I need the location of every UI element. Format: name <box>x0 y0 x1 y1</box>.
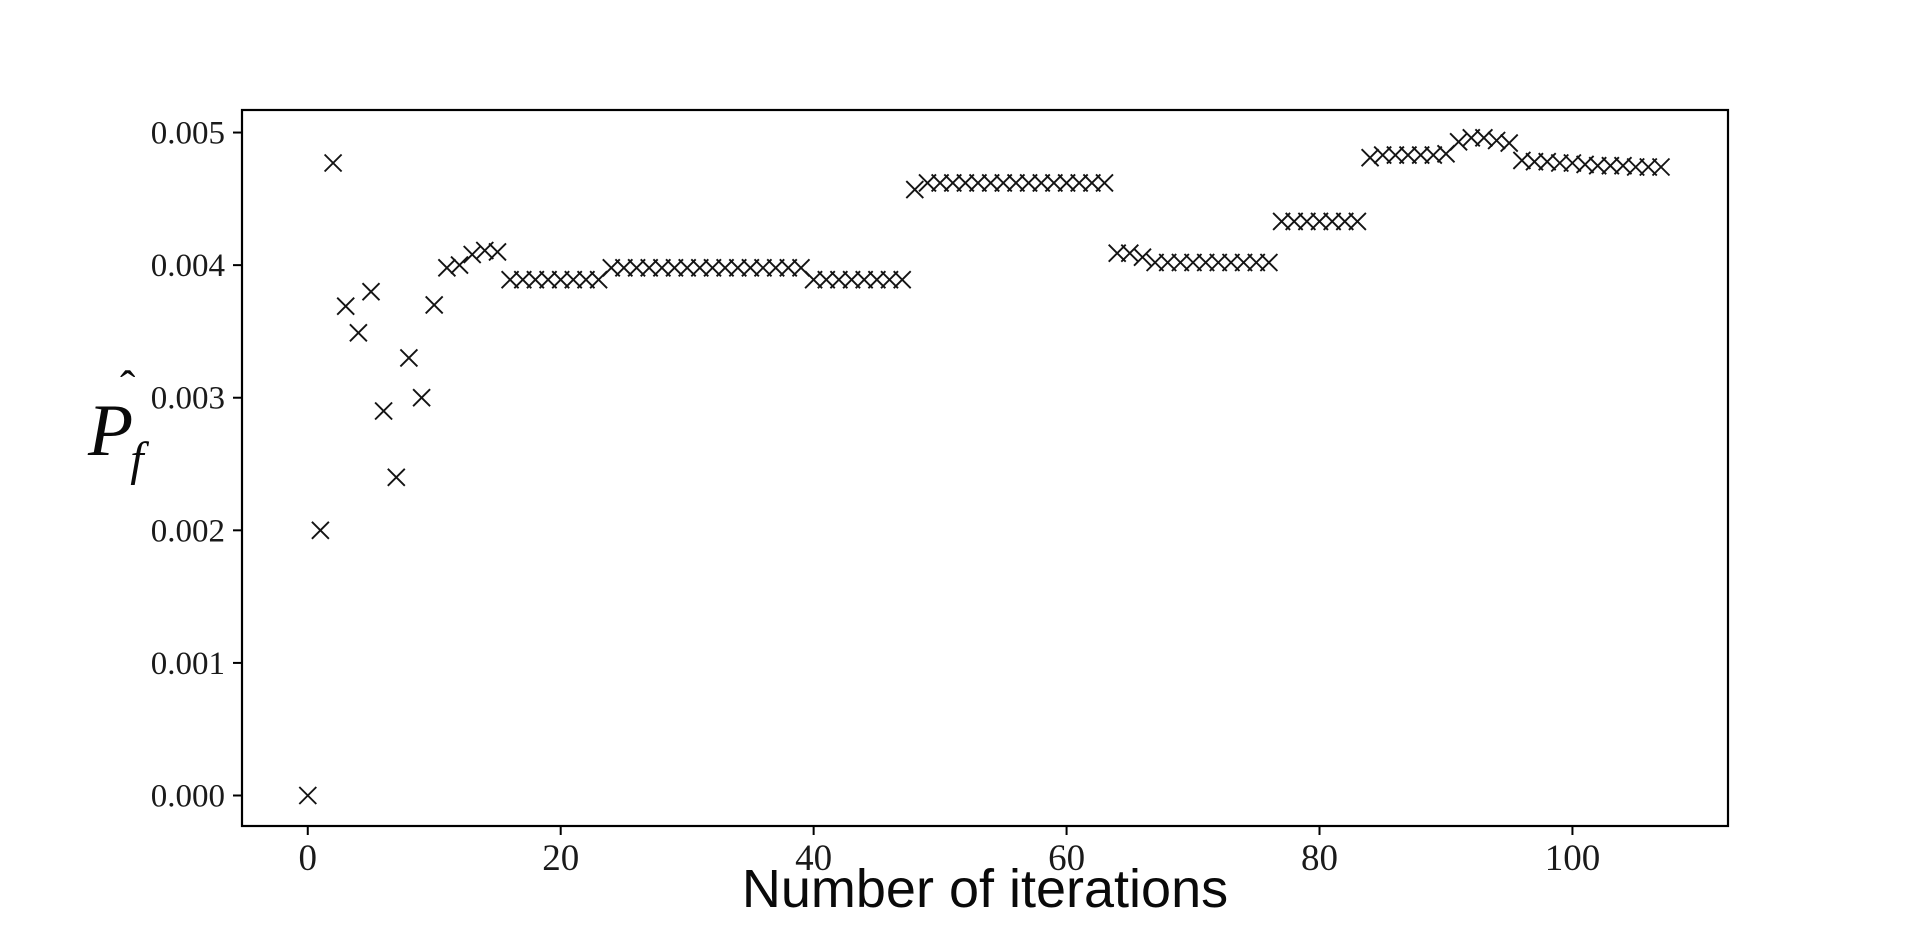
data-point-marker <box>1639 157 1658 177</box>
x-tick-label: 0 <box>299 838 318 879</box>
data-point-marker <box>690 258 709 277</box>
y-axis-label: ˆ Pf <box>88 364 144 487</box>
data-point-marker <box>526 270 545 289</box>
data-point-marker <box>500 270 520 289</box>
data-point-marker <box>374 401 393 421</box>
data-point-marker <box>994 173 1013 193</box>
data-point-marker <box>425 295 444 315</box>
data-point-marker <box>640 258 659 277</box>
data-point-marker <box>1019 173 1038 193</box>
data-point-marker <box>1588 156 1607 175</box>
data-point-marker <box>1348 212 1367 231</box>
plot-frame <box>240 108 1730 828</box>
data-point-marker <box>1095 173 1114 193</box>
data-point-marker <box>361 282 381 301</box>
y-tick-label: 0.003 <box>151 381 225 417</box>
y-tick-label: 0.000 <box>151 779 225 815</box>
y-label-symbol: P <box>88 390 134 472</box>
data-point-marker <box>1487 131 1506 150</box>
data-point-marker <box>399 348 419 368</box>
data-point-marker <box>1209 253 1228 272</box>
data-point-marker <box>614 258 634 277</box>
x-tick-label: 60 <box>1048 838 1085 879</box>
data-point-marker <box>893 270 912 289</box>
x-tick-label: 80 <box>1301 838 1338 879</box>
data-point-marker <box>437 258 457 277</box>
data-point-marker <box>1044 173 1064 193</box>
data-point-marker <box>1183 253 1203 272</box>
data-point-marker <box>349 323 368 342</box>
data-point-marker <box>1449 132 1468 151</box>
scatter-series <box>298 128 1671 805</box>
data-point-marker <box>1398 145 1418 165</box>
y-tick-label: 0.005 <box>151 116 225 152</box>
data-point-marker <box>804 270 823 289</box>
data-point-marker <box>1651 157 1671 177</box>
data-point-marker <box>1360 148 1380 167</box>
data-point-marker <box>387 468 406 487</box>
data-point-marker <box>1500 133 1519 153</box>
data-point-marker <box>968 173 988 193</box>
data-point-marker <box>450 255 469 275</box>
y-tick-label: 0.004 <box>151 248 225 284</box>
data-point-marker <box>930 173 950 193</box>
data-point-marker <box>336 297 355 316</box>
data-point-marker <box>715 258 735 277</box>
x-tick-label: 20 <box>542 838 579 879</box>
data-point-marker <box>1158 253 1177 272</box>
data-point-marker <box>1373 145 1392 165</box>
data-point-marker <box>1310 212 1329 231</box>
x-tick-label: 100 <box>1545 838 1601 879</box>
data-point-marker <box>779 258 798 277</box>
x-tick-label: 40 <box>795 838 832 879</box>
data-point-marker <box>880 270 899 289</box>
data-point-marker <box>298 786 317 805</box>
data-point-marker <box>1120 244 1139 263</box>
data-point-marker <box>1234 253 1253 272</box>
data-point-marker <box>665 258 684 277</box>
data-point-marker <box>488 242 507 262</box>
data-point-marker <box>1259 253 1279 272</box>
data-point-marker <box>412 388 431 407</box>
data-point-marker <box>1070 173 1089 193</box>
data-point-marker <box>1474 128 1494 147</box>
y-label-hat-accent: ˆ <box>120 361 136 412</box>
data-point-marker <box>1133 248 1152 267</box>
data-point-marker <box>829 270 849 289</box>
y-tick-label: 0.002 <box>151 513 225 549</box>
data-point-marker <box>855 270 874 289</box>
y-label-subscript: f <box>130 433 144 486</box>
data-point-marker <box>753 258 773 277</box>
data-point-marker <box>311 521 330 540</box>
data-point-marker <box>1525 152 1544 171</box>
x-axis-title: Number of iterations <box>741 859 1229 919</box>
y-tick-label: 0.001 <box>151 646 225 682</box>
data-point-marker <box>323 153 343 173</box>
data-point-marker <box>564 270 583 289</box>
data-point-marker <box>463 245 482 264</box>
data-point-marker <box>905 180 924 199</box>
data-point-marker <box>1285 212 1304 231</box>
